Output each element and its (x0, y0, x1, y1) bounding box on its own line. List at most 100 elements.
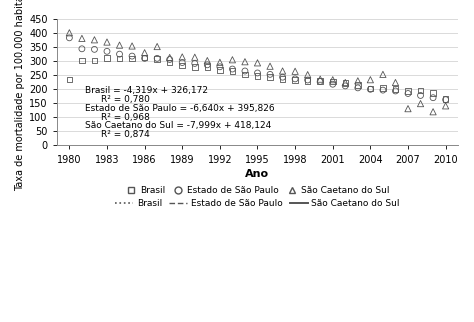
Text: R² = 0,874: R² = 0,874 (101, 130, 150, 139)
Point (103, 55, 111, 61)
Point (191, 61, 199, 66)
Point (166, 57, 173, 62)
Point (191, 64, 199, 69)
Point (254, 73, 261, 78)
Point (304, 72, 311, 77)
Point (216, 60, 224, 65)
Point (141, 56, 148, 61)
Point (354, 85, 362, 90)
Point (379, 85, 387, 90)
Point (178, 54, 186, 60)
Point (442, 96, 449, 101)
Point (279, 68, 286, 73)
Point (417, 88, 424, 93)
Point (254, 60, 261, 65)
Point (128, 56, 136, 61)
Point (216, 68, 224, 73)
Point (78, 36, 86, 41)
Point (154, 57, 161, 62)
Point (241, 68, 249, 73)
Point (241, 72, 249, 77)
Point (354, 78, 362, 83)
Text: São Caetano do Sul = -7,999x + 418,124: São Caetano do Sul = -7,999x + 418,124 (85, 121, 271, 130)
Point (116, 43, 123, 48)
Point (442, 103, 449, 109)
Point (442, 97, 449, 102)
Point (166, 60, 173, 65)
Point (228, 57, 236, 62)
Point (329, 79, 337, 84)
Point (154, 44, 161, 49)
Point (341, 80, 349, 85)
Point (292, 69, 299, 74)
Point (178, 63, 186, 68)
Point (166, 55, 173, 60)
Point (379, 88, 387, 93)
Point (154, 56, 161, 61)
Point (317, 79, 324, 84)
Point (203, 64, 211, 70)
Point (329, 82, 337, 87)
Point (329, 77, 337, 82)
Point (128, 53, 136, 59)
Point (228, 68, 236, 73)
Point (116, 52, 123, 57)
Point (203, 62, 211, 67)
Point (417, 101, 424, 106)
Point (65, 30, 73, 35)
Point (141, 55, 148, 60)
Point (266, 72, 274, 77)
Point (379, 72, 387, 77)
Legend: Brasil, Estado de São Paulo, São Caetano do Sul: Brasil, Estado de São Paulo, São Caetano… (111, 195, 403, 212)
Point (216, 64, 224, 69)
Point (392, 88, 399, 93)
Point (429, 95, 437, 100)
Point (266, 64, 274, 69)
Text: R² = 0,968: R² = 0,968 (101, 113, 150, 122)
Point (304, 78, 311, 83)
Point (103, 49, 111, 54)
Point (292, 77, 299, 82)
Point (404, 106, 412, 111)
Point (141, 50, 148, 55)
Point (65, 35, 73, 40)
Point (292, 76, 299, 81)
Point (91, 47, 98, 52)
Text: R² = 0,780: R² = 0,780 (101, 95, 150, 104)
Point (91, 58, 98, 63)
Point (404, 91, 412, 96)
Point (366, 87, 374, 92)
X-axis label: Ano: Ano (246, 169, 270, 179)
Text: Brasil = -4,319x + 326,172: Brasil = -4,319x + 326,172 (85, 86, 208, 95)
Point (354, 82, 362, 87)
Point (341, 83, 349, 89)
Point (429, 109, 437, 114)
Point (78, 46, 86, 52)
Point (178, 60, 186, 65)
Point (404, 89, 412, 94)
Point (78, 58, 86, 63)
Point (203, 58, 211, 63)
Text: Estado de São Paulo = -6,640x + 395,826: Estado de São Paulo = -6,640x + 395,826 (85, 104, 274, 113)
Point (304, 77, 311, 82)
Point (254, 71, 261, 76)
Point (103, 40, 111, 45)
Point (279, 75, 286, 80)
Point (317, 77, 324, 82)
Point (65, 77, 73, 82)
Point (392, 87, 399, 92)
Point (317, 79, 324, 84)
Point (91, 37, 98, 43)
Point (392, 80, 399, 85)
Point (279, 76, 286, 81)
Point (191, 55, 199, 60)
Point (116, 56, 123, 61)
Point (366, 77, 374, 82)
Point (417, 93, 424, 98)
Point (266, 74, 274, 80)
Point (128, 43, 136, 49)
Point (429, 90, 437, 96)
Point (366, 86, 374, 91)
Point (228, 66, 236, 71)
Y-axis label: Taxa de mortalidade por 100.000 habitantes: Taxa de mortalidade por 100.000 habitant… (15, 0, 25, 191)
